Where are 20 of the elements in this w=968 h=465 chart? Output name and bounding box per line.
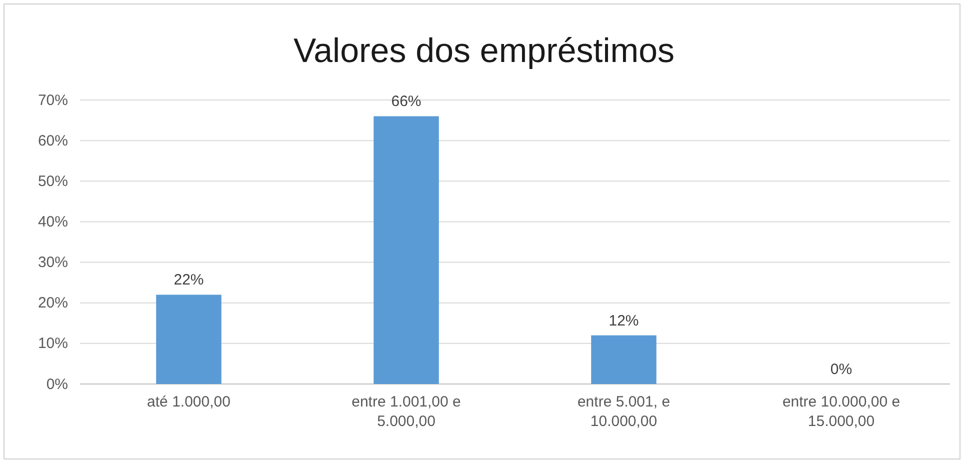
bar bbox=[374, 116, 439, 384]
bar bbox=[156, 294, 222, 384]
data-label: 22% bbox=[174, 272, 204, 289]
data-label: 0% bbox=[830, 361, 852, 378]
data-label: 66% bbox=[391, 93, 422, 110]
y-tick-label: 40% bbox=[38, 214, 68, 231]
y-tick-label: 60% bbox=[38, 132, 68, 150]
y-tick-label: 50% bbox=[38, 172, 68, 190]
x-tick-label: entre 5.001, e 10.000,00 bbox=[577, 394, 670, 430]
x-tick-label: entre 10.000,00 e 15.000,00 bbox=[782, 394, 900, 430]
data-label: 12% bbox=[608, 312, 639, 330]
chart-title: Valores dos empréstimos bbox=[293, 32, 675, 70]
bar bbox=[591, 335, 656, 384]
y-tick-label: 70% bbox=[38, 92, 68, 109]
y-tick-label: 10% bbox=[38, 335, 68, 352]
x-tick-label: até 1.000,00 bbox=[147, 394, 230, 411]
y-tick-label: 0% bbox=[46, 376, 68, 393]
y-tick-label: 30% bbox=[38, 254, 68, 272]
y-tick-label: 20% bbox=[38, 294, 68, 312]
x-tick-label: entre 1.001,00 e 5.000,00 bbox=[352, 394, 461, 430]
